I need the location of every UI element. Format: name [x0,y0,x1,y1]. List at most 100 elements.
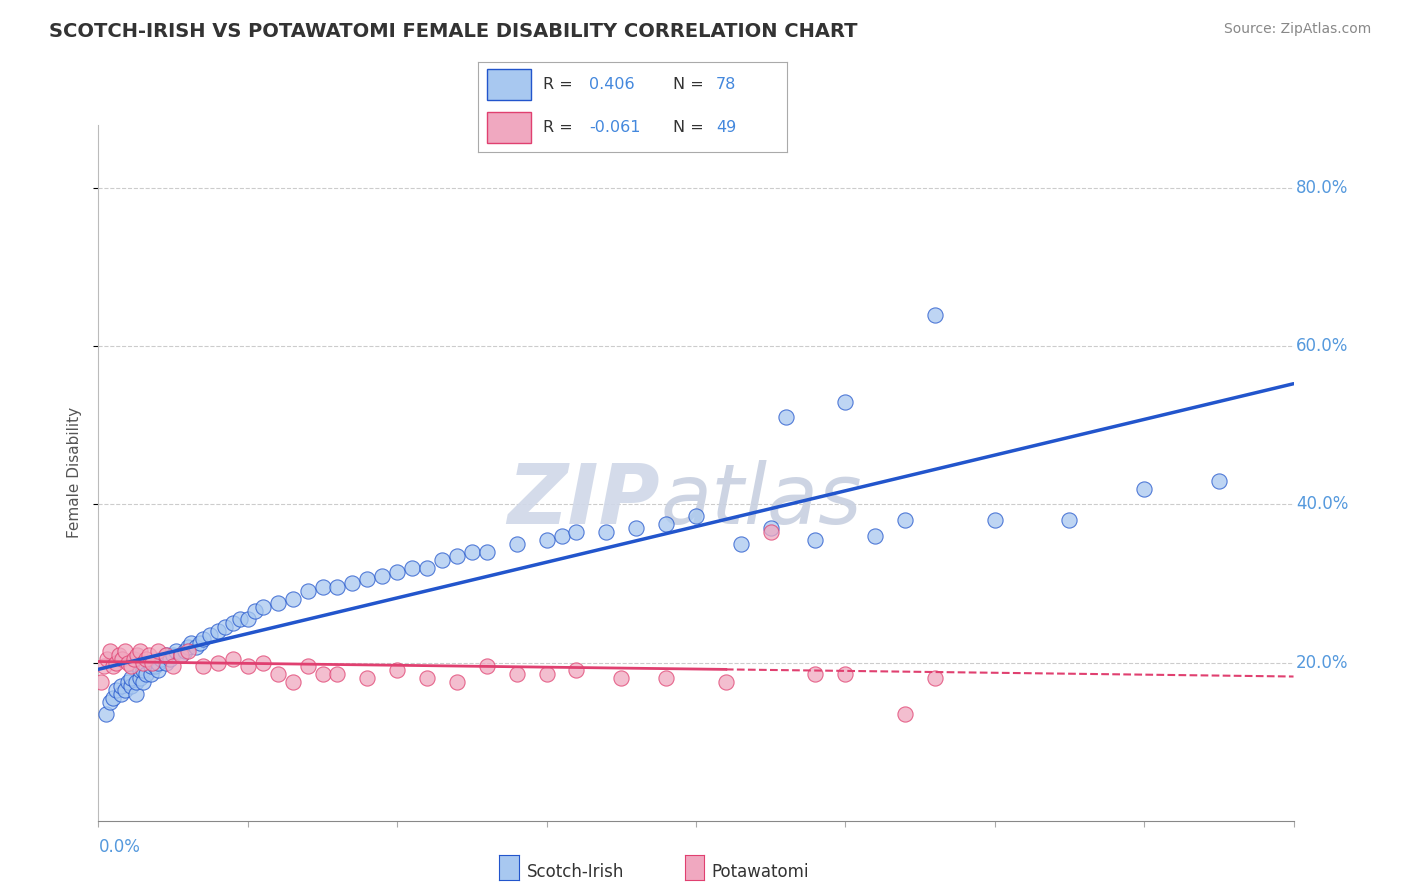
Point [125,675,148,690]
Point [356,573,378,587]
Point [595,524,617,539]
Point [834,394,856,409]
Point [311,667,333,681]
Point [416,671,439,685]
Point [624,521,647,535]
Point [229,612,252,626]
Point [834,667,856,681]
Point [93,659,115,673]
Point [356,671,378,685]
Point [96,651,118,665]
Point [894,513,917,527]
Text: N =: N = [673,120,703,135]
Point [117,675,139,690]
Point [114,683,136,698]
Point [506,667,529,681]
Point [139,667,162,681]
Point [129,643,152,657]
Point [685,509,707,524]
Point [446,675,468,690]
Point [103,691,125,706]
Point [430,552,453,567]
Point [165,643,187,657]
Point [138,648,160,662]
Point [191,632,214,646]
Point [120,671,142,685]
Text: 60.0%: 60.0% [1296,337,1348,355]
Point [127,648,149,662]
Point [143,659,166,673]
Point [125,687,148,701]
Point [90,675,112,690]
Point [267,596,290,610]
Point [759,521,782,535]
Point [159,651,181,665]
Point [184,640,207,654]
Point [506,537,529,551]
Point [120,659,142,673]
Text: N =: N = [673,77,703,92]
Point [1059,513,1081,527]
Point [110,687,132,701]
Y-axis label: Female Disability: Female Disability [66,407,82,539]
Point [894,706,917,721]
Point [759,524,782,539]
Point [550,529,572,543]
Point [475,545,498,559]
Point [1133,482,1156,496]
Point [94,706,117,721]
Point [129,664,152,678]
Text: SCOTCH-IRISH VS POTAWATOMI FEMALE DISABILITY CORRELATION CHART: SCOTCH-IRISH VS POTAWATOMI FEMALE DISABI… [49,22,858,41]
Point [714,675,737,690]
Text: R =: R = [543,120,572,135]
Point [162,648,184,662]
Point [326,667,349,681]
Point [177,643,200,657]
Point [174,643,197,657]
Point [117,656,139,670]
Point [207,624,229,638]
Text: 49: 49 [716,120,737,135]
Point [342,576,364,591]
Point [191,659,214,673]
Point [114,643,136,657]
Point [98,643,122,657]
Text: R =: R = [543,77,572,92]
Point [155,648,177,662]
Text: 78: 78 [716,77,737,92]
Point [924,671,946,685]
Point [371,568,394,582]
Text: 20.0%: 20.0% [1296,654,1348,672]
Text: 0.406: 0.406 [589,77,636,92]
Point [267,667,290,681]
Point [297,584,319,599]
Point [180,636,202,650]
Point [207,656,229,670]
Point [135,651,157,665]
Point [565,524,588,539]
Point [222,615,245,630]
Point [148,664,170,678]
Point [155,648,177,662]
Point [416,560,439,574]
Point [150,651,173,665]
Text: Scotch-Irish: Scotch-Irish [527,863,624,881]
Bar [488,112,530,143]
Point [188,636,211,650]
Point [132,675,155,690]
Point [162,659,184,673]
Point [98,695,122,709]
Point [105,683,128,698]
Point [610,671,633,685]
Point [401,560,423,574]
Point [1208,474,1230,488]
Point [983,513,1005,527]
Text: -0.061: -0.061 [589,120,641,135]
Point [804,667,827,681]
Point [326,581,349,595]
Point [281,592,304,607]
Bar [488,69,530,100]
Point [281,675,304,690]
Point [132,656,155,670]
Point [111,651,134,665]
